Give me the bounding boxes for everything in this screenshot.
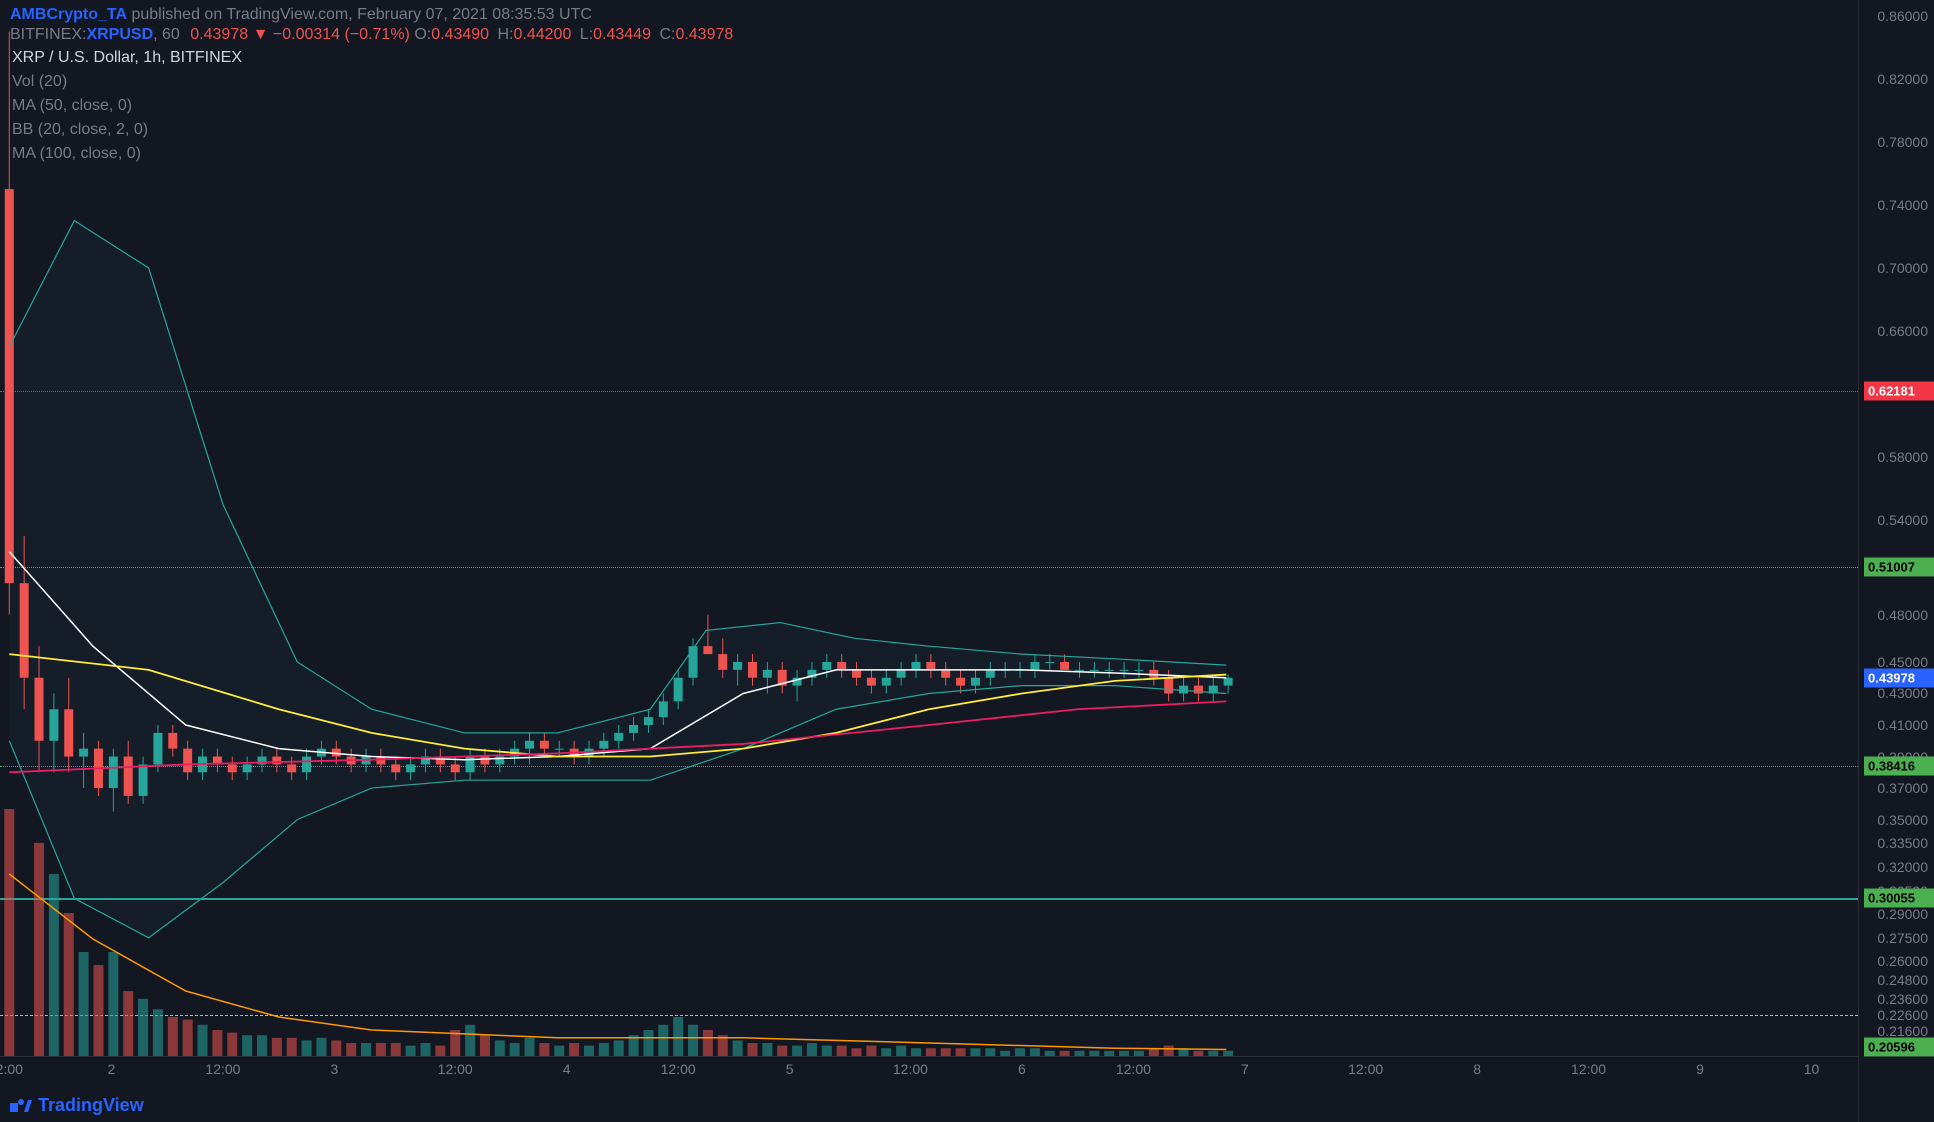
price-label: 0.30055 [1864, 888, 1934, 907]
price-tick: 0.27500 [1877, 930, 1928, 946]
tradingview-logo[interactable]: TradingView [10, 1095, 144, 1116]
price-tick: 0.66000 [1877, 323, 1928, 339]
time-tick: 5 [786, 1061, 794, 1077]
price-label: 0.51007 [1864, 558, 1934, 577]
price-tick: 0.45000 [1877, 654, 1928, 670]
legend-bb[interactable]: BB (20, close, 2, 0) [12, 118, 242, 142]
time-tick: 4 [563, 1061, 571, 1077]
time-tick: 2:00 [0, 1061, 23, 1077]
legend-symbol[interactable]: XRP / U.S. Dollar, 1h, BITFINEX [12, 46, 242, 70]
chart-plot-area[interactable] [0, 0, 1858, 1056]
price-tick: 0.58000 [1877, 449, 1928, 465]
price-tick: 0.32000 [1877, 859, 1928, 875]
time-tick: 9 [1696, 1061, 1704, 1077]
price-tick: 0.54000 [1877, 512, 1928, 528]
time-tick: 12:00 [1116, 1061, 1151, 1077]
time-tick: 12:00 [893, 1061, 928, 1077]
price-tick: 0.26000 [1877, 953, 1928, 969]
price-label: 0.62181 [1864, 382, 1934, 401]
price-label: 0.20596 [1864, 1037, 1934, 1056]
publish-info: published on TradingView.com, February 0… [127, 6, 592, 23]
chart-legend: XRP / U.S. Dollar, 1h, BITFINEX Vol (20)… [12, 46, 242, 166]
publisher-name: AMBCrypto_TA [10, 6, 127, 23]
time-tick: 12:00 [1348, 1061, 1383, 1077]
ohlc-bar: BITFINEX:XRPUSD, 60 0.43978 ▼ −0.00314 (… [10, 26, 733, 44]
price-tick: 0.35000 [1877, 812, 1928, 828]
price-label: 0.38416 [1864, 756, 1934, 775]
tv-logo-icon [10, 1099, 32, 1113]
time-tick: 3 [331, 1061, 339, 1077]
chart-header: AMBCrypto_TA published on TradingView.co… [10, 6, 592, 24]
time-tick: 7 [1241, 1061, 1249, 1077]
price-tick: 0.86000 [1877, 8, 1928, 24]
chart-svg [0, 0, 1858, 1056]
price-tick: 0.22600 [1877, 1007, 1928, 1023]
legend-volume[interactable]: Vol (20) [12, 70, 242, 94]
price-axis[interactable]: 0.86000 0.82000 0.78000 0.74000 0.70000 0.660… [1858, 0, 1934, 1122]
price-tick: 0.82000 [1877, 71, 1928, 87]
time-tick: 12:00 [438, 1061, 473, 1077]
time-tick: 10 [1804, 1061, 1820, 1077]
price-tick: 0.43000 [1877, 685, 1928, 701]
time-tick: 6 [1018, 1061, 1026, 1077]
price-tick: 0.48000 [1877, 607, 1928, 623]
price-tick: 0.24800 [1877, 972, 1928, 988]
legend-ma100[interactable]: MA (100, close, 0) [12, 142, 242, 166]
price-tick: 0.37000 [1877, 780, 1928, 796]
price-tick: 0.29000 [1877, 906, 1928, 922]
price-tick: 0.33500 [1877, 835, 1928, 851]
price-label: 0.43978 [1864, 669, 1934, 688]
price-tick: 0.74000 [1877, 197, 1928, 213]
legend-ma50[interactable]: MA (50, close, 0) [12, 94, 242, 118]
time-tick: 2 [108, 1061, 116, 1077]
time-tick: 12:00 [1571, 1061, 1606, 1077]
chart-container: AMBCrypto_TA published on TradingView.co… [0, 0, 1934, 1122]
price-tick: 0.78000 [1877, 134, 1928, 150]
price-tick: 0.23600 [1877, 991, 1928, 1007]
price-tick: 0.41000 [1877, 717, 1928, 733]
time-tick: 8 [1473, 1061, 1481, 1077]
time-tick: 12:00 [205, 1061, 240, 1077]
time-tick: 12:00 [661, 1061, 696, 1077]
price-tick: 0.70000 [1877, 260, 1928, 276]
time-axis[interactable]: 2:00 2 12:00 3 12:00 4 12:00 5 12:00 6 12:00 7 12:00… [0, 1056, 1858, 1080]
